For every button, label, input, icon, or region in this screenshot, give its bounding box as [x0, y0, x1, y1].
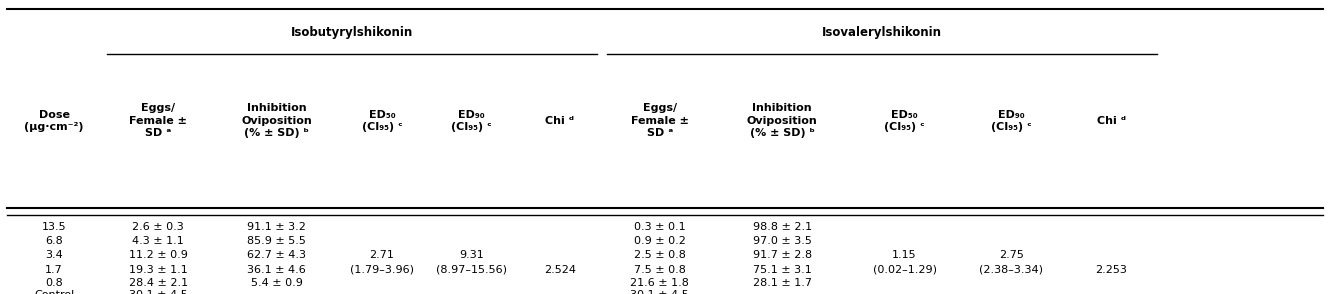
Text: ED₅₀
(CI₉₅) ᶜ: ED₅₀ (CI₉₅) ᶜ [884, 110, 924, 132]
Text: ED₅₀
(CI₉₅) ᶜ: ED₅₀ (CI₉₅) ᶜ [362, 110, 402, 132]
Text: (2.38–3.34): (2.38–3.34) [979, 265, 1043, 275]
Text: 7.5 ± 0.8: 7.5 ± 0.8 [634, 265, 686, 275]
Text: Isovalerylshikonin: Isovalerylshikonin [822, 26, 942, 39]
Text: 2.6 ± 0.3: 2.6 ± 0.3 [132, 222, 184, 232]
Text: 11.2 ± 0.9: 11.2 ± 0.9 [129, 250, 188, 260]
Text: 9.31: 9.31 [459, 250, 484, 260]
Text: (1.79–3.96): (1.79–3.96) [350, 265, 414, 275]
Text: (8.97–15.56): (8.97–15.56) [436, 265, 507, 275]
Text: 1.7: 1.7 [45, 265, 63, 275]
Text: 19.3 ± 1.1: 19.3 ± 1.1 [129, 265, 188, 275]
Text: 36.1 ± 4.6: 36.1 ± 4.6 [247, 265, 306, 275]
Text: 2.5 ± 0.8: 2.5 ± 0.8 [634, 250, 686, 260]
Text: 91.7 ± 2.8: 91.7 ± 2.8 [753, 250, 811, 260]
Text: 30.1 ± 4.5: 30.1 ± 4.5 [129, 290, 188, 294]
Text: 0.8: 0.8 [45, 278, 63, 288]
Text: 75.1 ± 3.1: 75.1 ± 3.1 [753, 265, 811, 275]
Text: -: - [781, 290, 785, 294]
Text: Dose
(μg·cm⁻²): Dose (μg·cm⁻²) [24, 110, 84, 132]
Text: 97.0 ± 3.5: 97.0 ± 3.5 [753, 236, 811, 246]
Text: 98.8 ± 2.1: 98.8 ± 2.1 [753, 222, 811, 232]
Text: Inhibition
Oviposition
(% ± SD) ᵇ: Inhibition Oviposition (% ± SD) ᵇ [241, 103, 313, 138]
Text: 6.8: 6.8 [45, 236, 63, 246]
Text: 28.4 ± 2.1: 28.4 ± 2.1 [129, 278, 188, 288]
Text: ED₉₀
(CI₉₅) ᶜ: ED₉₀ (CI₉₅) ᶜ [991, 110, 1032, 132]
Text: Eggs/
Female ±
SD ᵃ: Eggs/ Female ± SD ᵃ [129, 103, 188, 138]
Text: 2.71: 2.71 [370, 250, 395, 260]
Text: 3.4: 3.4 [45, 250, 63, 260]
Text: 91.1 ± 3.2: 91.1 ± 3.2 [247, 222, 306, 232]
Text: 4.3 ± 1.1: 4.3 ± 1.1 [132, 236, 184, 246]
Text: 2.524: 2.524 [544, 265, 576, 275]
Text: Control: Control [35, 290, 74, 294]
Text: ED₉₀
(CI₉₅) ᶜ: ED₉₀ (CI₉₅) ᶜ [451, 110, 492, 132]
Text: 2.75: 2.75 [999, 250, 1024, 260]
Text: 5.4 ± 0.9: 5.4 ± 0.9 [250, 278, 302, 288]
Text: 30.1 ± 4.5: 30.1 ± 4.5 [630, 290, 689, 294]
Text: 1.15: 1.15 [892, 250, 916, 260]
Text: Chi ᵈ: Chi ᵈ [545, 116, 575, 126]
Text: 0.3 ± 0.1: 0.3 ± 0.1 [634, 222, 685, 232]
Text: 62.7 ± 4.3: 62.7 ± 4.3 [247, 250, 306, 260]
Text: (0.02–1.29): (0.02–1.29) [872, 265, 936, 275]
Text: Isobutyrylshikonin: Isobutyrylshikonin [290, 26, 412, 39]
Text: 0.9 ± 0.2: 0.9 ± 0.2 [634, 236, 686, 246]
Text: 21.6 ± 1.8: 21.6 ± 1.8 [630, 278, 689, 288]
Text: Eggs/
Female ±
SD ᵃ: Eggs/ Female ± SD ᵃ [630, 103, 689, 138]
Text: -: - [274, 290, 278, 294]
Text: Inhibition
Oviposition
(% ± SD) ᵇ: Inhibition Oviposition (% ± SD) ᵇ [747, 103, 818, 138]
Text: 2.253: 2.253 [1096, 265, 1128, 275]
Text: 85.9 ± 5.5: 85.9 ± 5.5 [247, 236, 306, 246]
Text: 13.5: 13.5 [41, 222, 66, 232]
Text: 28.1 ± 1.7: 28.1 ± 1.7 [753, 278, 811, 288]
Text: Chi ᵈ: Chi ᵈ [1097, 116, 1127, 126]
